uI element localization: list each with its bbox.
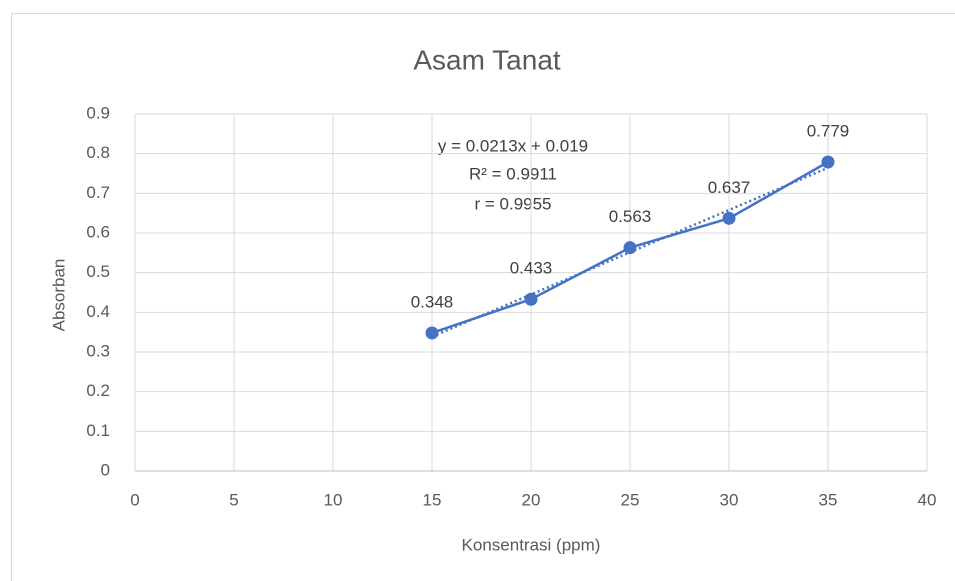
x-tick-label: 20 bbox=[522, 490, 541, 509]
data-point bbox=[821, 155, 835, 169]
chart-title: Asam Tanat bbox=[413, 44, 561, 75]
annotation: R² = 0.9911 bbox=[469, 164, 557, 183]
data-label: 0.433 bbox=[510, 259, 553, 278]
y-tick-label: 0.5 bbox=[86, 262, 110, 281]
x-tick-label: 0 bbox=[130, 490, 139, 509]
y-tick-label: 0.1 bbox=[86, 421, 110, 440]
x-axis-label: Konsentrasi (ppm) bbox=[462, 535, 601, 554]
x-tick-label: 10 bbox=[324, 490, 343, 509]
data-label: 0.637 bbox=[708, 178, 751, 197]
y-tick-label: 0.4 bbox=[86, 302, 110, 321]
x-tick-label: 15 bbox=[423, 490, 442, 509]
y-tick-label: 0.2 bbox=[86, 381, 110, 400]
y-tick-label: 0.9 bbox=[86, 103, 110, 122]
x-tick-label: 40 bbox=[918, 490, 937, 509]
data-point bbox=[623, 241, 637, 255]
data-point bbox=[722, 211, 736, 225]
data-point bbox=[425, 326, 439, 340]
data-label: 0.563 bbox=[609, 207, 652, 226]
x-tick-label: 35 bbox=[819, 490, 838, 509]
x-tick-label: 5 bbox=[229, 490, 238, 509]
y-tick-label: 0 bbox=[101, 460, 110, 479]
y-axis-label: Absorban bbox=[49, 259, 68, 332]
y-tick-label: 0.8 bbox=[86, 143, 110, 162]
y-tick-label: 0.3 bbox=[86, 341, 110, 360]
data-label: 0.348 bbox=[411, 292, 454, 311]
y-tick-label: 0.6 bbox=[86, 222, 110, 241]
y-tick-label: 0.7 bbox=[86, 183, 110, 202]
annotation: r = 0.9955 bbox=[474, 194, 551, 213]
data-point bbox=[524, 292, 538, 306]
x-tick-label: 25 bbox=[621, 490, 640, 509]
x-tick-label: 30 bbox=[720, 490, 739, 509]
chart-border bbox=[11, 13, 955, 581]
annotation: y = 0.0213x + 0.019 bbox=[438, 136, 588, 155]
data-label: 0.779 bbox=[807, 121, 850, 140]
